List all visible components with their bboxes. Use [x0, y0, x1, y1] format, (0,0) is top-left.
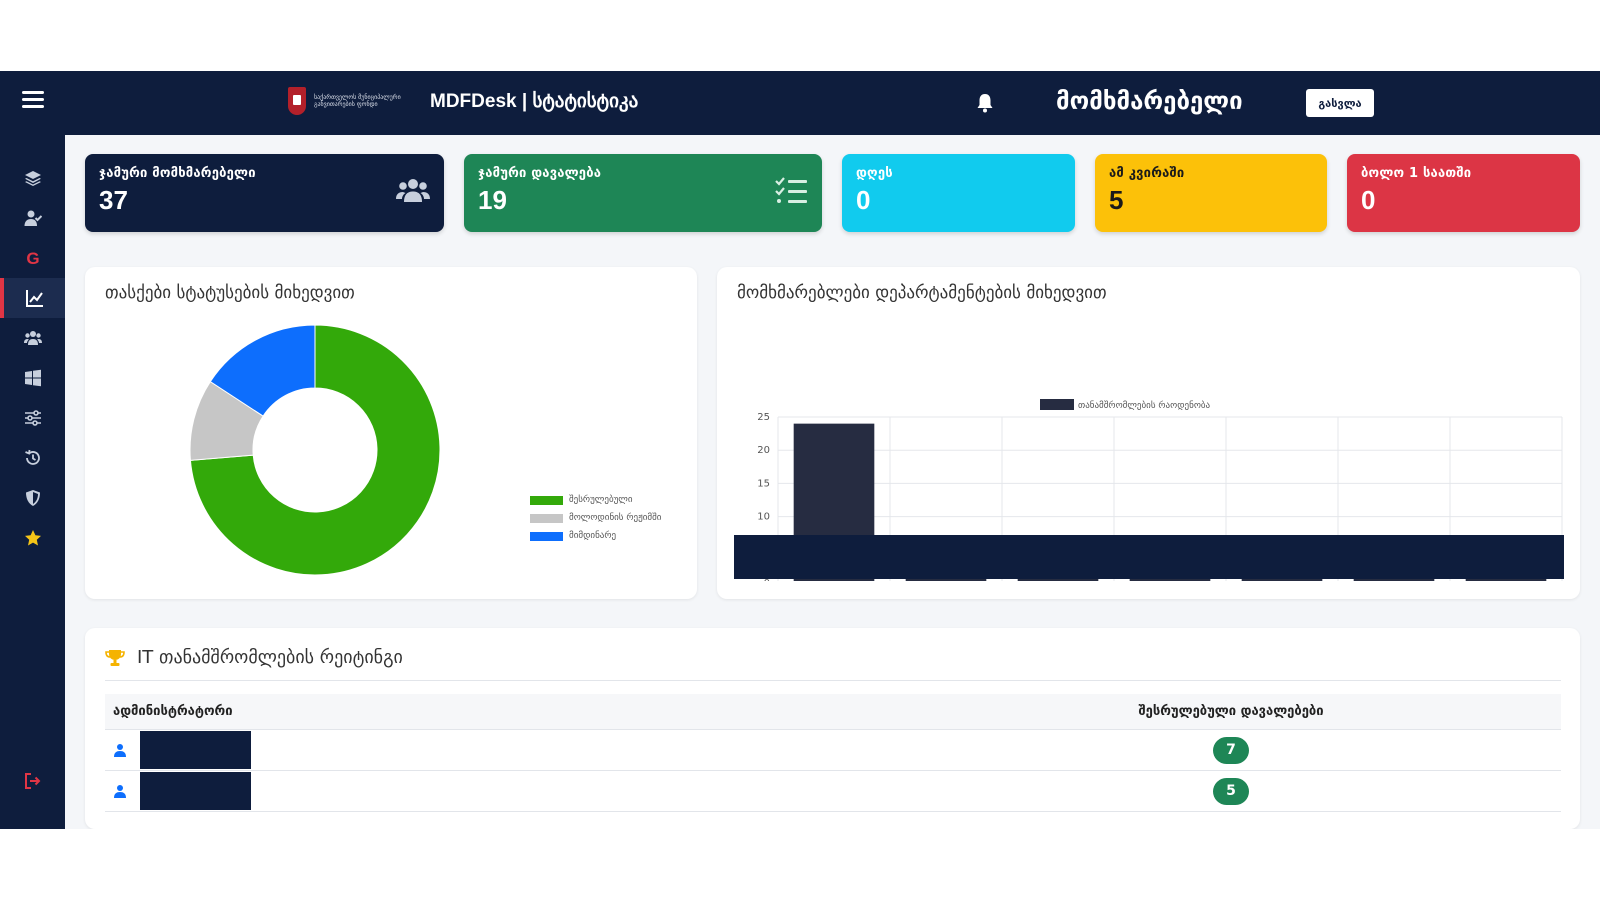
status-chart-title: თასქები სტატუსების მიხედვით [105, 283, 355, 303]
department-chart-title: მომხმარებლები დეპარტამენტების მიხედვით [737, 283, 1107, 303]
menu-toggle-icon[interactable] [22, 91, 44, 115]
rating-divider [105, 680, 1561, 681]
completed-cell: 5 [1115, 777, 1347, 805]
legend-item[interactable]: მოლოდინის რეჟიმში [530, 513, 661, 523]
trophy-icon [105, 650, 125, 666]
table-row: 7 [105, 730, 1561, 771]
redacted-admin-name [140, 772, 252, 810]
users-icon [396, 179, 430, 202]
sidebar-item-security[interactable] [0, 478, 65, 518]
table-header: ადმინისტრატორი შესრულებული დავალებები [105, 694, 1561, 730]
shield-icon [25, 490, 40, 506]
rating-title: IT თანამშრომლების რეიტინგი [137, 647, 403, 668]
redacted-admin-name [140, 731, 252, 769]
legend-label: თანამშრომლების რაოდენობა [1078, 400, 1211, 411]
sidebar: G [0, 135, 65, 829]
doughnut-slice-1[interactable] [189, 324, 441, 576]
count-badge: 5 [1213, 777, 1249, 805]
y-tick-label: 10 [757, 512, 770, 523]
current-user-name[interactable]: მომხმარებელი [1056, 87, 1243, 115]
stat-value: 0 [1361, 185, 1376, 215]
sidebar-item-windows[interactable] [0, 358, 65, 398]
doughnut-slice-3[interactable] [209, 324, 316, 417]
admin-cell [105, 772, 1115, 810]
sidebar-item-user-check[interactable] [0, 198, 65, 238]
bell-icon[interactable] [976, 93, 994, 113]
legend-swatch [530, 495, 563, 505]
y-tick-label: 0 [764, 578, 770, 581]
legend-swatch [1040, 399, 1074, 410]
app-frame: საქართველოს მუნიციპალური განვითარების ფო… [0, 71, 1600, 829]
brand[interactable]: საქართველოს მუნიციპალური განვითარების ფო… [288, 87, 638, 115]
rating-table: ადმინისტრატორი შესრულებული დავალებები 7 … [105, 694, 1561, 812]
legend-swatch [530, 513, 563, 523]
legend-item[interactable]: შესრულებული [530, 495, 633, 505]
column-header-admin: ადმინისტრატორი [113, 704, 233, 719]
stat-label: ბოლო 1 საათში [1361, 166, 1472, 181]
history-icon [24, 449, 40, 465]
status-doughnut-chart [189, 324, 441, 576]
sign-out-icon [24, 773, 40, 789]
layers-icon [24, 171, 41, 186]
count-badge: 7 [1213, 736, 1249, 764]
stat-label: ჯამური მომხმარებელი [99, 166, 256, 181]
stat-last-hour: ბოლო 1 საათში 0 [1347, 154, 1580, 232]
y-tick-label: 20 [757, 445, 770, 456]
org-name: საქართველოს მუნიციპალური განვითარების ფო… [314, 94, 401, 108]
sidebar-item-statistics[interactable] [0, 278, 65, 318]
legend-label: მოლოდინის რეჟიმში [569, 513, 662, 523]
stat-total-tasks: ჯამური დავალება 19 [464, 154, 822, 232]
legend-item[interactable]: მიმდინარე [530, 531, 616, 541]
table-row: 5 [105, 771, 1561, 812]
admin-cell [105, 731, 1115, 769]
y-tick-label: 25 [757, 412, 770, 423]
google-icon: G [26, 249, 39, 267]
stat-total-users: ჯამური მომხმარებელი 37 [85, 154, 444, 232]
sidebar-item-google[interactable]: G [0, 238, 65, 278]
user-icon [114, 744, 126, 757]
stat-value: 19 [478, 185, 507, 215]
stat-value: 37 [99, 185, 128, 215]
chart-line-icon [25, 290, 43, 307]
user-icon [114, 785, 126, 798]
users-icon [23, 331, 42, 345]
svg-text:G: G [26, 249, 39, 267]
sliders-icon [24, 410, 41, 426]
stat-label: დღეს [856, 166, 893, 181]
sidebar-item-users[interactable] [0, 318, 65, 358]
sidebar-item-settings[interactable] [0, 398, 65, 438]
stat-this-week: ამ კვირაში 5 [1095, 154, 1327, 232]
stat-value: 0 [856, 185, 871, 215]
legend-label: მიმდინარე [569, 531, 617, 541]
sidebar-item-history[interactable] [0, 438, 65, 478]
column-header-completed: შესრულებული დავალებები [1138, 704, 1324, 719]
sidebar-item-layers[interactable] [0, 158, 65, 198]
logout-button[interactable]: გასვლა [1306, 89, 1374, 117]
stat-value: 5 [1109, 185, 1124, 215]
top-navbar: საქართველოს მუნიციპალური განვითარების ფო… [0, 71, 1600, 135]
stat-label: ჯამური დავალება [478, 166, 602, 181]
windows-icon [24, 369, 41, 387]
stat-today: დღეს 0 [842, 154, 1075, 232]
star-icon [24, 530, 41, 546]
sidebar-item-favorites[interactable] [0, 518, 65, 558]
tasks-icon [775, 177, 807, 203]
stat-label: ამ კვირაში [1109, 166, 1185, 181]
legend-label: შესრულებული [569, 495, 633, 505]
sidebar-logout[interactable] [0, 761, 65, 801]
coat-of-arms-logo [288, 87, 306, 115]
redacted-department-labels [734, 535, 1564, 579]
legend-swatch [530, 531, 563, 541]
user-check-icon [24, 210, 42, 226]
app-title: MDFDesk | სტატისტიკა [430, 90, 639, 112]
completed-cell: 7 [1115, 736, 1347, 764]
y-tick-label: 15 [757, 478, 770, 489]
